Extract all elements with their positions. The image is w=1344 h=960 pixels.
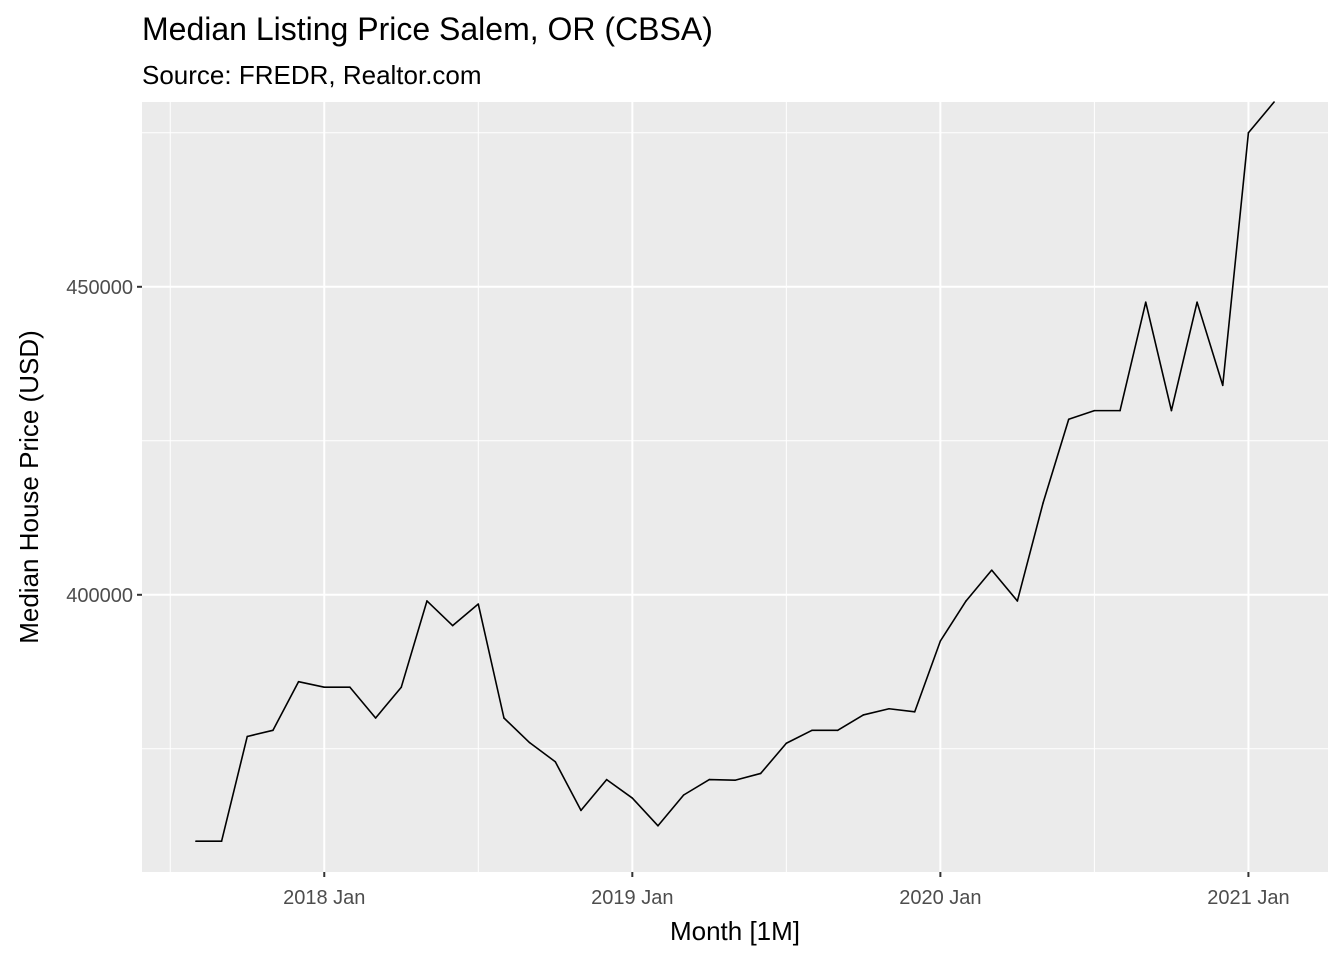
minor-gridlines [142, 102, 1328, 872]
y-tick-label: 400000 [66, 585, 133, 607]
data-point [657, 825, 659, 827]
y-axis-title: Median House Price (USD) [14, 330, 44, 644]
data-point [1119, 409, 1121, 412]
data-point [1016, 600, 1019, 602]
data-point [503, 717, 505, 719]
data-point [1067, 418, 1070, 421]
data-point [708, 778, 711, 781]
data-point [297, 680, 300, 683]
data-point [272, 729, 274, 732]
data-point [374, 717, 377, 719]
data-point [990, 569, 993, 571]
data-point [580, 809, 582, 812]
x-tick-label: 2018 Jan [283, 887, 365, 909]
data-point [426, 600, 428, 602]
data-point [888, 707, 890, 710]
data-point [1247, 132, 1250, 134]
data-point [1042, 502, 1044, 504]
data-point [451, 624, 454, 627]
data-point [220, 840, 223, 842]
data-point [400, 686, 403, 688]
data-point [631, 797, 634, 799]
data-point [1144, 301, 1147, 304]
data-point [836, 729, 839, 732]
data-point [246, 735, 249, 738]
x-axis: 2018 Jan 2019 Jan 2020 Jan 2021 Jan [283, 872, 1290, 909]
data-point [785, 742, 788, 745]
data-point [734, 779, 736, 782]
data-point [477, 603, 480, 605]
data-point [965, 600, 967, 602]
x-tick-label: 2020 Jan [899, 887, 981, 909]
data-point [939, 640, 942, 642]
data-point [759, 772, 762, 775]
data-point [554, 760, 557, 763]
data-point [605, 778, 608, 781]
data-point [1170, 409, 1173, 412]
y-axis: 400000 450000 [66, 277, 142, 607]
y-tick-label: 450000 [66, 277, 133, 299]
chart-title: Median Listing Price Salem, OR (CBSA) [142, 11, 713, 47]
data-point [195, 840, 197, 842]
data-point [349, 686, 351, 688]
data-point [862, 714, 865, 716]
data-point [913, 711, 916, 713]
x-tick-label: 2019 Jan [591, 887, 673, 909]
data-point [1196, 301, 1198, 304]
x-tick-label: 2021 Jan [1207, 887, 1289, 909]
plot-panel [142, 102, 1328, 872]
data-point [1273, 101, 1275, 103]
data-point [323, 686, 326, 688]
data-point [682, 794, 685, 796]
data-point [528, 741, 531, 744]
chart-subtitle: Source: FREDR, Realtor.com [142, 60, 482, 90]
x-axis-title: Month [1M] [670, 916, 800, 946]
major-gridlines [142, 102, 1328, 872]
data-point [811, 729, 813, 732]
series-layer [195, 101, 1275, 843]
data-point [1093, 409, 1096, 412]
data-point [1221, 384, 1224, 387]
